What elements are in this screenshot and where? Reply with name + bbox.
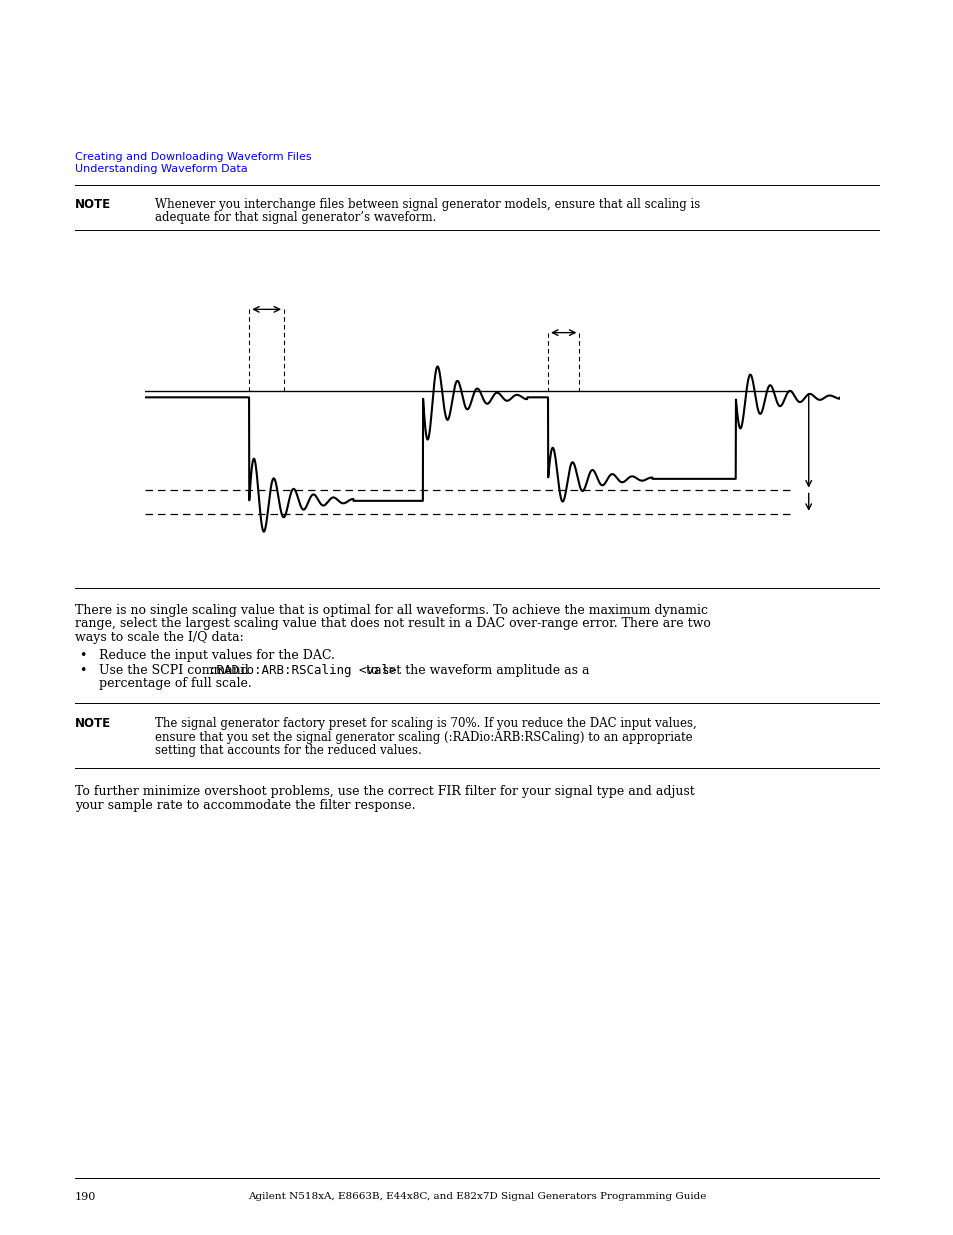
Text: :RADio:ARB:RSCaling <val>: :RADio:ARB:RSCaling <val> <box>209 664 396 677</box>
Text: There is no single scaling value that is optimal for all waveforms. To achieve t: There is no single scaling value that is… <box>75 604 707 618</box>
Text: range, select the largest scaling value that does not result in a DAC over-range: range, select the largest scaling value … <box>75 618 710 631</box>
Text: Agilent N518xA, E8663B, E44x8C, and E82x7D Signal Generators Programming Guide: Agilent N518xA, E8663B, E44x8C, and E82x… <box>248 1192 705 1200</box>
Text: to set the waveform amplitude as a: to set the waveform amplitude as a <box>361 664 589 677</box>
Text: The signal generator factory preset for scaling is 70%. If you reduce the DAC in: The signal generator factory preset for … <box>154 718 696 730</box>
Text: •: • <box>79 648 87 662</box>
Text: setting that accounts for the reduced values.: setting that accounts for the reduced va… <box>154 743 421 757</box>
Text: adequate for that signal generator’s waveform.: adequate for that signal generator’s wav… <box>154 211 436 224</box>
Text: Creating and Downloading Waveform Files: Creating and Downloading Waveform Files <box>75 152 312 162</box>
Text: your sample rate to accommodate the filter response.: your sample rate to accommodate the filt… <box>75 799 416 811</box>
Text: NOTE: NOTE <box>75 718 111 730</box>
Text: Reduce the input values for the DAC.: Reduce the input values for the DAC. <box>99 648 335 662</box>
Text: 190: 190 <box>75 1192 96 1202</box>
Text: NOTE: NOTE <box>75 198 111 211</box>
Text: percentage of full scale.: percentage of full scale. <box>99 678 252 690</box>
Text: ensure that you set the signal generator scaling (:RADio:ARB:RSCaling) to an app: ensure that you set the signal generator… <box>154 730 692 743</box>
Text: Use the SCPI command: Use the SCPI command <box>99 664 253 677</box>
Text: Understanding Waveform Data: Understanding Waveform Data <box>75 164 248 174</box>
Text: •: • <box>79 664 87 677</box>
Text: Whenever you interchange files between signal generator models, ensure that all : Whenever you interchange files between s… <box>154 198 700 211</box>
Text: ways to scale the I/Q data:: ways to scale the I/Q data: <box>75 631 244 643</box>
Text: To further minimize overshoot problems, use the correct FIR filter for your sign: To further minimize overshoot problems, … <box>75 785 694 799</box>
